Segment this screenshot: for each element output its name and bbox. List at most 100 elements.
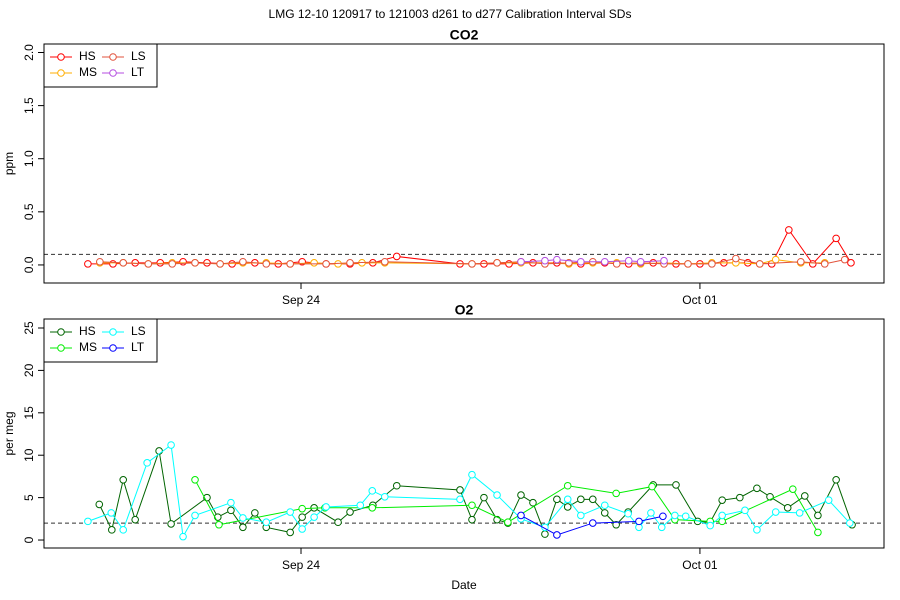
- data-point: [119, 259, 128, 267]
- y-tick-label: 1.0: [22, 150, 36, 167]
- series-line: [98, 450, 853, 536]
- legend-marker: [109, 344, 117, 352]
- data-point: [262, 260, 271, 268]
- data-point: [553, 495, 561, 504]
- data-point: [708, 260, 716, 268]
- plot-frame: [43, 318, 885, 549]
- y-tick-label: 1.5: [22, 97, 36, 114]
- data-point: [216, 260, 224, 268]
- data-point: [814, 528, 822, 537]
- data-point: [771, 255, 780, 264]
- data-point: [718, 496, 726, 504]
- data-point: [107, 509, 116, 517]
- page-title: LMG 12-10 120917 to 121003 d261 to d277 …: [269, 7, 632, 21]
- data-point: [657, 523, 666, 532]
- legend-marker: [57, 53, 65, 61]
- data-point: [824, 496, 833, 504]
- series-line: [99, 258, 845, 265]
- x-tick-label: Oct 01: [682, 558, 718, 572]
- data-point: [796, 257, 805, 266]
- data-point: [753, 484, 761, 493]
- data-point: [298, 525, 306, 533]
- y-tick-label: 0: [22, 536, 36, 543]
- y-tick-label: 20: [22, 363, 36, 377]
- data-point: [179, 532, 187, 541]
- data-point: [456, 495, 464, 504]
- data-point: [660, 256, 668, 265]
- data-point: [251, 509, 259, 517]
- data-point: [736, 493, 744, 502]
- x-axis-label: Date: [451, 578, 477, 592]
- data-point: [131, 515, 139, 524]
- data-point: [286, 508, 294, 516]
- data-point: [553, 255, 561, 264]
- panel-title: O2: [455, 302, 474, 318]
- data-point: [119, 526, 128, 534]
- y-tick-label: 25: [22, 321, 36, 335]
- data-point: [456, 486, 464, 494]
- data-point: [600, 501, 609, 510]
- x-tick-label: Sep 24: [282, 293, 320, 307]
- data-point: [808, 260, 817, 268]
- legend-marker: [109, 69, 117, 77]
- legend-label: HS: [79, 324, 96, 338]
- data-point: [310, 513, 318, 521]
- data-point: [563, 481, 572, 490]
- plot-frame: [43, 43, 885, 284]
- data-point: [588, 495, 597, 504]
- data-point: [380, 257, 389, 266]
- y-tick-label: 2.0: [22, 44, 36, 61]
- data-point: [480, 493, 488, 502]
- data-point: [600, 257, 609, 266]
- data-point: [239, 257, 247, 266]
- data-point: [262, 518, 271, 527]
- y-tick-label: 0.5: [22, 203, 36, 220]
- data-point: [346, 259, 354, 267]
- data-point: [840, 255, 849, 264]
- data-point: [368, 487, 377, 495]
- data-point: [215, 520, 223, 529]
- panel-title: CO2: [450, 27, 479, 43]
- data-point: [541, 530, 549, 538]
- data-point: [612, 489, 620, 498]
- data-point: [771, 508, 780, 516]
- legend-marker: [57, 69, 65, 77]
- data-point: [563, 495, 572, 504]
- data-point: [846, 519, 854, 527]
- legend-label: LT: [131, 340, 145, 354]
- y-tick-label: 10: [22, 448, 36, 462]
- data-point: [741, 506, 749, 515]
- data-point: [672, 481, 680, 489]
- data-point: [310, 259, 318, 267]
- data-point: [529, 498, 537, 507]
- data-point: [108, 526, 116, 534]
- data-point: [820, 260, 829, 268]
- data-point: [468, 515, 476, 524]
- data-point: [356, 501, 365, 510]
- data-point: [684, 260, 692, 268]
- data-point: [847, 259, 855, 267]
- data-point: [755, 260, 764, 268]
- data-point: [563, 503, 572, 511]
- data-point: [322, 260, 330, 268]
- data-point: [636, 257, 645, 266]
- data-point: [832, 234, 840, 243]
- data-point: [671, 511, 679, 520]
- data-point: [706, 521, 714, 530]
- data-point: [392, 481, 401, 490]
- y-tick-label: 5: [22, 494, 36, 501]
- data-point: [167, 441, 175, 449]
- data-point: [167, 520, 175, 528]
- data-point: [612, 520, 620, 529]
- y-tick-label: 15: [22, 406, 36, 420]
- legend-marker: [57, 344, 65, 352]
- data-point: [541, 256, 549, 265]
- data-point: [143, 459, 151, 467]
- data-point: [84, 260, 92, 268]
- data-point: [624, 509, 632, 518]
- data-point: [783, 503, 792, 512]
- data-point: [517, 511, 525, 520]
- y-tick-label: 0.0: [22, 256, 36, 273]
- data-point: [517, 491, 525, 499]
